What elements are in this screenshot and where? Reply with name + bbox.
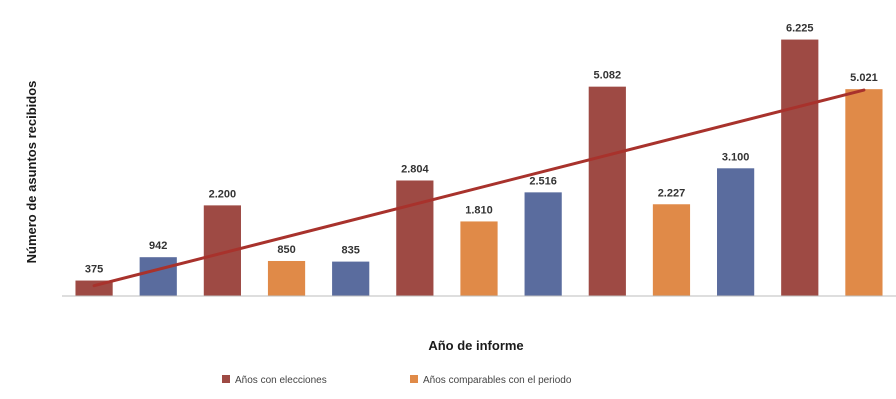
bar-value-label: 2.516 xyxy=(529,175,557,187)
bar xyxy=(524,192,562,296)
bar xyxy=(267,260,306,296)
bar-value-label: 375 xyxy=(85,264,103,276)
bar xyxy=(332,261,370,296)
bar xyxy=(781,39,819,296)
bar-value-label: 942 xyxy=(149,240,167,252)
bar-value-label: 2.804 xyxy=(401,163,429,175)
bar-value-label: 3.100 xyxy=(722,151,750,163)
bar xyxy=(845,89,883,296)
bar xyxy=(717,168,755,296)
bar-value-label: 2.227 xyxy=(658,187,686,199)
bar-value-label: 850 xyxy=(277,244,295,256)
legend-label: Años con elecciones xyxy=(235,375,327,386)
legend: Años con elecciones Años comparables con … xyxy=(222,375,572,386)
bar xyxy=(588,86,626,296)
bar-value-label: 2.200 xyxy=(209,188,237,200)
legend-label: Años comparables con el periodo xyxy=(423,375,572,386)
bars-layer xyxy=(75,39,883,296)
trendline-layer xyxy=(92,88,866,288)
bar xyxy=(396,180,434,296)
trendline xyxy=(92,88,866,288)
bar-value-label: 1.810 xyxy=(465,204,493,216)
value-labels-layer: 375 942 2.200 850 835 2.804 1.810 2.516 5.082 2.2… xyxy=(85,23,878,276)
bar xyxy=(139,257,177,296)
y-axis-title: Número de asuntos recibidos xyxy=(24,81,39,264)
bar-value-label: 5.082 xyxy=(594,70,622,82)
bar xyxy=(460,221,498,296)
bar xyxy=(652,204,691,296)
x-axis-title: Año de informe xyxy=(428,338,523,353)
legend-swatch xyxy=(410,375,418,383)
bar-value-label: 835 xyxy=(342,245,360,257)
legend-swatch xyxy=(222,375,230,383)
bar-value-label: 5.021 xyxy=(850,72,878,84)
bar-value-label: 6.225 xyxy=(786,23,814,35)
